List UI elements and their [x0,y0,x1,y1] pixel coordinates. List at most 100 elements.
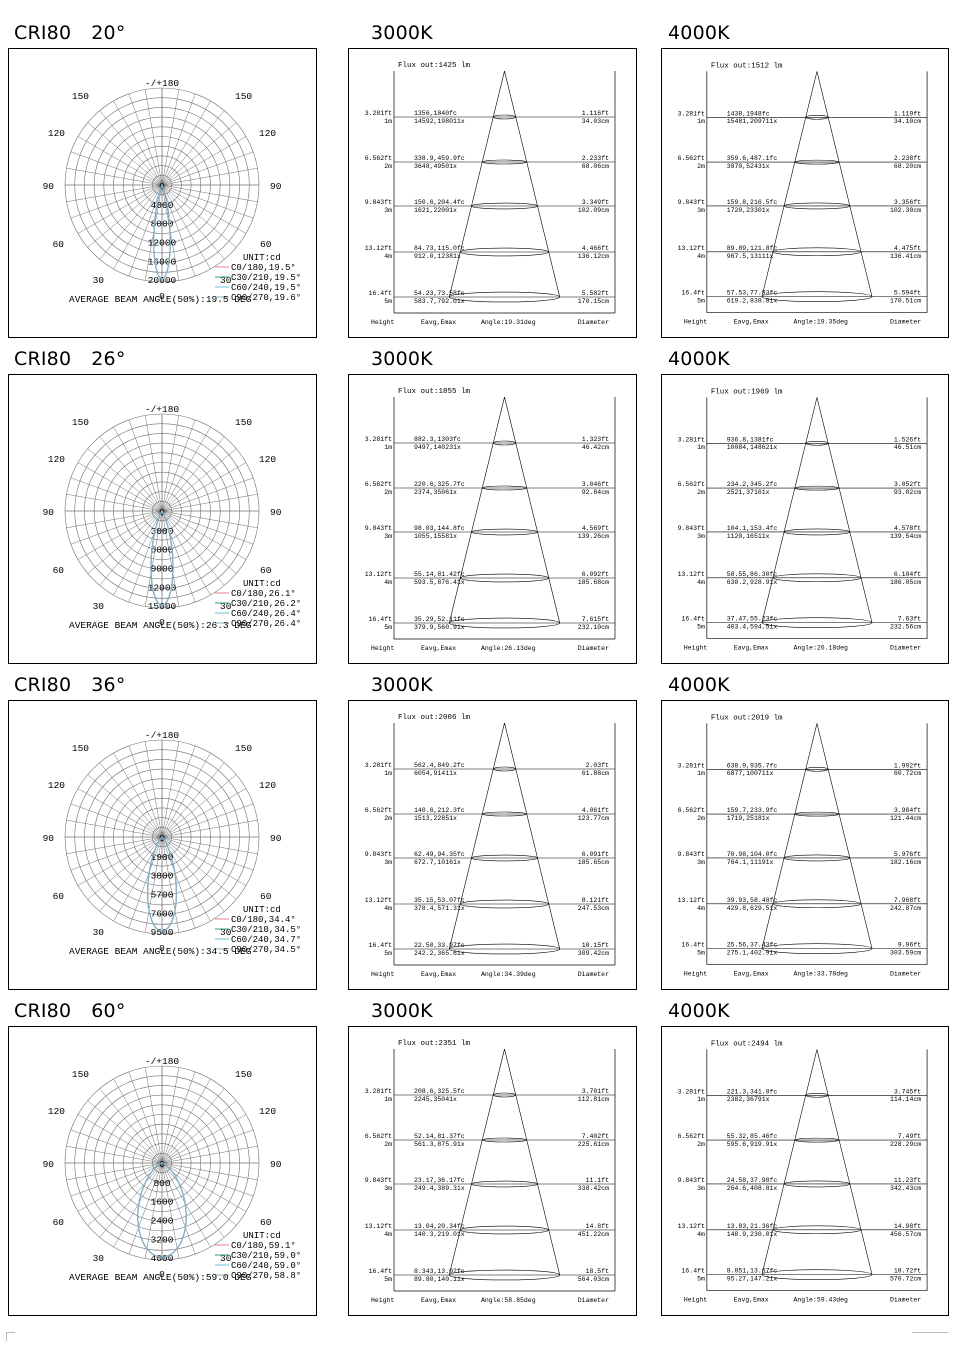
polar-intensity-tick: 3000 [151,526,174,537]
illuminance-fc: 57.53,77.93fc [727,290,778,297]
polar-angle-label: 90 [270,1159,282,1170]
diameter-ft: 11.23ft [894,1177,921,1184]
polar-intensity-tick: 4000 [151,200,174,211]
diameter-ft: 2.03ft [586,762,610,769]
beam-label: 60° [91,1000,126,1022]
diameter-cm: 225.61cm [578,1141,609,1148]
diameter-cm: 68.20cm [894,163,921,170]
height-ft: 6.562ft [365,481,392,488]
polar-angle-label: 150 [72,417,89,428]
illuminance-fc: 55.32,85.46fc [727,1133,778,1140]
diameter-ft: 4.569ft [582,525,609,532]
cri-label: CRI80 [14,348,72,370]
beam-spot-ellipse [761,617,873,628]
diameter-cm: 60.72cm [894,770,921,777]
footer-diameter-label: Diameter [890,319,921,326]
polar-angle-label: 150 [72,91,89,102]
height-m: 4m [697,905,705,912]
diameter-cm: 564.03cm [578,1276,609,1283]
beam-label: 26° [91,348,126,370]
illuminance-lx: 6054,91411x [414,770,457,777]
diameter-ft: 14.98ft [894,1223,921,1230]
polar-intensity-tick: 6000 [151,545,174,556]
diameter-cm: 170.15cm [578,298,609,305]
cri-beam-title: CRI80 36° [14,674,126,696]
height-m: 5m [384,298,392,305]
diameter-ft: 7.968ft [894,897,921,904]
diameter-ft: 1.116ft [582,110,609,117]
polar-grid [64,413,260,609]
polar-intensity-tick: 9500 [151,927,174,938]
average-beam-angle-text: AVERAGE BEAM ANGLE(50%):59.0 DEG [69,1272,252,1283]
cone-angle-label: Angle:19.35deg [794,319,848,326]
height-ft: 9.843ft [365,525,392,532]
polar-angle-label: 120 [48,128,65,139]
illuminance-lx: 95.27,147.21x [727,1276,778,1283]
cct-label: 4000K [668,674,730,696]
diameter-ft: 1.323ft [582,436,609,443]
beam-spot-ellipse [482,811,527,817]
height-m: 4m [384,253,392,260]
average-beam-angle-text: AVERAGE BEAM ANGLE(50%):19.5 DEG [69,294,252,305]
beam-spot-ellipse [482,485,527,491]
illuminance-fc: 359.6,487.1fc [727,155,778,162]
illuminance-fc: 62.49,94.35fc [414,851,465,858]
diameter-ft: 7.63ft [898,616,921,623]
polar-intensity-tick: 3800 [151,871,174,882]
polar-angle-label: 150 [235,417,252,428]
illuminance-lx: 1120,16511x [727,533,770,540]
polar-angle-label: 30 [220,1253,232,1264]
flux-out-label: Flux out:2006 lm [398,714,471,722]
cone-angle-label: Angle:26.13deg [481,645,536,652]
cone-diagram-panel: Flux out:2019 lm 3.281ft 1m 638.9,935.7fc 68… [661,700,949,990]
illuminance-lx: 593.5,876.41x [414,579,465,586]
height-m: 1m [384,118,392,125]
polar-angle-label: 150 [235,1069,252,1080]
illuminance-fc: 208.6,325.5fc [414,1088,465,1095]
illuminance-lx: 595.6,919.91x [727,1141,778,1148]
cone-frame [706,397,928,639]
illuminance-fc: 562.4,849.2fc [414,762,465,769]
height-ft: 16.4ft [369,290,393,297]
diameter-cm: 68.06cm [582,163,609,170]
height-ft: 9.843ft [678,199,705,206]
height-m: 3m [697,859,705,866]
diameter-ft: 5.976ft [894,851,921,858]
flux-out-label: Flux out:1855 lm [398,388,471,396]
diameter-cm: 123.77cm [578,815,609,822]
beam-spot-ellipse [794,811,840,817]
height-ft: 6.562ft [678,807,705,814]
illuminance-lx: 264.6,408.81x [727,1185,778,1192]
diameter-cm: 136.12cm [578,253,609,260]
illuminance-lx: 561.3,875.91x [414,1141,465,1148]
illuminance-fc: 35.29,52.11fc [414,616,465,623]
legend-entry: C0/180,19.5° [231,263,296,273]
height-m: 2m [384,815,392,822]
polar-angle-label: 30 [220,275,232,286]
beam-spot-ellipse [482,159,527,165]
polar-angle-label: 90 [43,507,55,518]
illuminance-lx: 140.3,219.01x [414,1231,465,1238]
height-m: 5m [384,624,392,631]
flux-out-label: Flux out:1969 lm [711,388,783,396]
polar-angle-label: 90 [43,181,55,192]
spec-row: CRI80 36° -/+180 150 150 120 120 90 90 60 60 30 30 0 0… [0,674,960,1000]
polar-chart-panel: -/+180 150 150 120 120 90 90 60 60 30 30 0 0 3000 6000… [8,374,317,664]
height-ft: 13.12ft [365,897,392,904]
polar-angle-label: 120 [259,780,276,791]
illuminance-fc: 104.1,153.4fc [727,525,778,532]
height-m: 3m [384,533,392,540]
beam-spot-ellipse [761,943,873,954]
beam-spot-ellipse [471,1180,538,1188]
flux-out-label: Flux out:2494 lm [711,1040,783,1048]
height-ft: 16.4ft [369,616,393,623]
illuminance-lx: 6877,100711x [727,770,774,777]
diameter-cm: 93.02cm [894,489,921,496]
illuminance-lx: 379.9,560.91x [414,624,465,631]
footer-height-label: Height [371,1297,395,1304]
legend-entry: C30/210,59.0° [231,1251,301,1261]
diameter-cm: 34.10cm [894,118,921,125]
cct-label: 4000K [668,1000,730,1022]
polar-angle-label: 60 [53,565,65,576]
